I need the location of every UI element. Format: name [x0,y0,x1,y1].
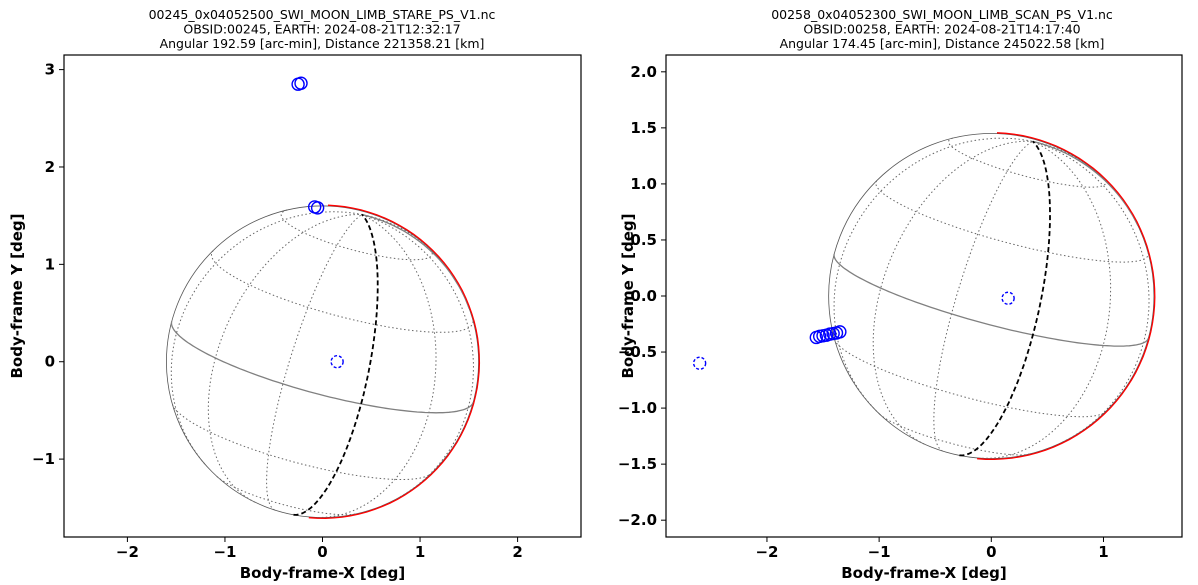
limb-meridian-line [1032,140,1139,226]
y-tick-label: −1 [32,450,55,468]
data-point-marker [291,77,305,91]
data-point-marker [310,201,325,215]
chart-title-line: OBSID:00245, EARTH: 2024-08-21T12:32:17 [183,22,460,37]
y-tick-label: −0.5 [618,343,657,361]
y-tick-label: 1 [45,255,55,273]
left-plot-panel: 00245_0x04052500_SWI_MOON_LIMB_STARE_PS_… [8,7,582,582]
y-tick-label: 0.0 [630,287,657,305]
graticule-meridian [933,140,1034,452]
equator-line [170,321,474,414]
graticule-meridian [1032,140,1100,175]
x-tick-label: −2 [116,543,139,561]
axes-frame [63,54,582,538]
x-tick-label: 1 [1098,543,1108,561]
right-plot-panel: 00258_0x04052300_SWI_MOON_LIMB_SCAN_PS_V… [618,7,1183,582]
x-axis-label: Body-frame-X [deg] [240,564,405,582]
x-tick-label: −1 [868,543,891,561]
x-tick-label: 1 [415,543,425,561]
graticule-meridian [982,140,1112,459]
y-axis-label: Body-frame Y [deg] [8,214,26,379]
axes-frame [665,54,1183,538]
y-tick-label: 2 [45,158,55,176]
chart-title-line: Angular 174.45 [arc-min], Distance 24502… [780,36,1105,51]
graticule-latitude [171,404,432,480]
graticule-latitude [834,339,1106,418]
graticule-meridian [170,211,363,465]
y-tick-label: 1.5 [630,119,657,137]
graticule-latitude [211,250,474,333]
y-tick-label: 1.0 [630,175,657,193]
y-axis-label: Body-frame Y [deg] [619,214,637,379]
data-point-marker [692,356,707,370]
chart-title-line: 00258_0x04052300_SWI_MOON_LIMB_SCAN_PS_V… [771,7,1113,22]
x-tick-label: −2 [755,543,778,561]
red-limb-arc [977,132,1156,460]
y-tick-label: −1.0 [618,399,657,417]
plot-area [166,76,481,519]
y-tick-label: 0 [45,353,55,371]
x-axis-label: Body-frame-X [deg] [841,564,1006,582]
graticule-meridian [833,137,1033,415]
limb-meridian-line [361,213,470,310]
data-point-marker [833,325,847,339]
y-tick-label: 3 [45,61,55,79]
graticule-meridian [361,214,475,498]
chart-title-line: 00245_0x04052500_SWI_MOON_LIMB_STARE_PS_… [149,7,496,22]
central-meridian-line [959,140,1051,457]
graticule-latitude [948,137,1107,188]
graticule-latitude [875,180,1149,263]
plot-area [692,132,1156,460]
graticule-latitude [216,476,357,516]
graticule-meridian [872,140,1033,445]
central-meridian-line [293,213,379,516]
x-tick-label: 0 [317,543,327,561]
red-limb-arc [308,204,481,519]
data-point-marker [1001,291,1015,305]
chart-title-line: Angular 192.59 [arc-min], Distance 22135… [160,36,485,51]
y-tick-label: −1.5 [618,455,657,473]
data-point-marker [330,355,344,369]
graticule-latitude [879,413,1030,456]
moon-disk-outline [828,133,1155,459]
chart-title-line: OBSID:00258, EARTH: 2024-08-21T14:17:40 [803,22,1080,37]
y-tick-label: 2.0 [630,63,657,81]
y-tick-label: 0.5 [630,231,657,249]
graticule-meridian [317,214,437,518]
graticule-meridian [207,214,362,503]
equator-line [833,253,1150,347]
x-tick-label: 0 [986,543,996,561]
x-tick-label: −1 [213,543,236,561]
y-tick-label: −2.0 [618,511,657,529]
x-tick-label: 2 [512,543,522,561]
graticule-meridian [266,214,363,511]
graticule-meridian [1032,140,1150,443]
